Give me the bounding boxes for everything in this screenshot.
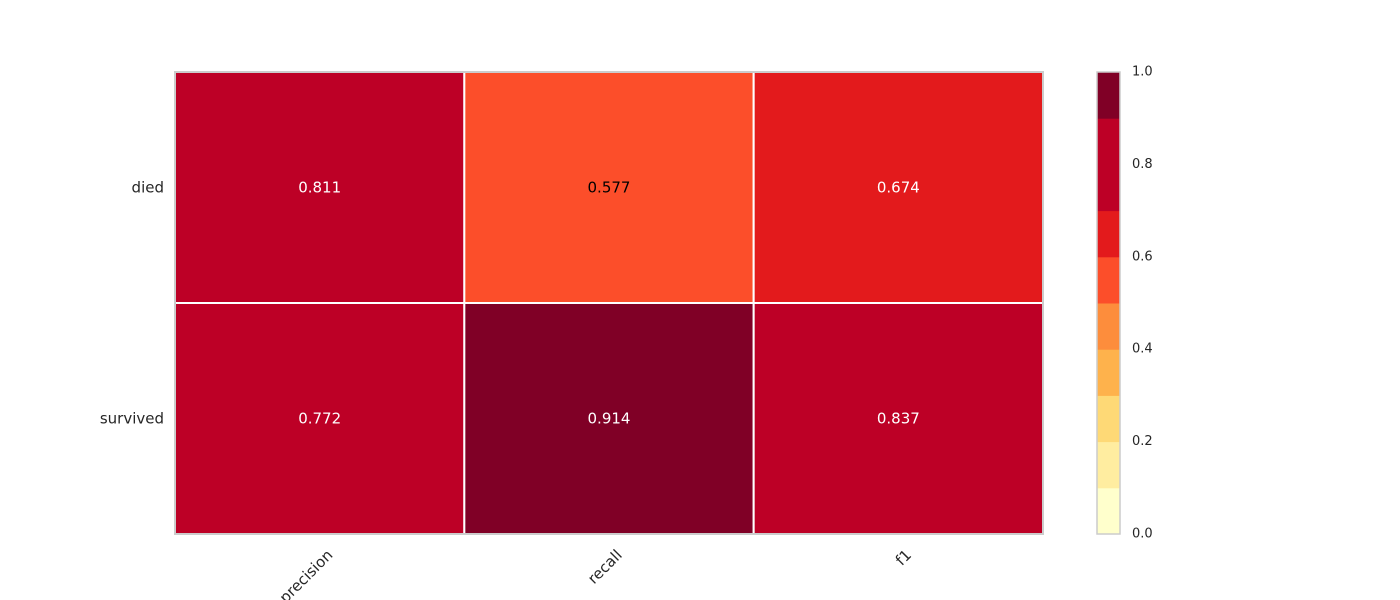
colorbar-segment (1097, 441, 1120, 489)
colorbar-tick-label: 0.2 (1132, 434, 1153, 449)
colorbar-segment (1097, 164, 1120, 212)
colorbar-segment (1097, 210, 1120, 258)
colorbar-segment (1097, 487, 1120, 535)
column-label: f1 (892, 546, 915, 569)
heatmap-cell (463, 71, 755, 304)
cell-value-label: 0.674 (877, 179, 920, 197)
colorbar-segment (1097, 303, 1120, 350)
colorbar-segment (1097, 72, 1120, 119)
cell-value-label: 0.811 (298, 179, 341, 197)
colorbar-tick-label: 1.0 (1132, 65, 1153, 80)
colorbar-tick-label: 0.6 (1132, 249, 1153, 264)
row-label: survived (100, 410, 164, 428)
colorbar-segment (1097, 349, 1120, 396)
heatmap-cell (752, 302, 1045, 535)
cell-value-label: 0.772 (298, 410, 341, 428)
colorbar-tick-label: 0.8 (1132, 157, 1153, 172)
cell-value-label: 0.837 (877, 410, 920, 428)
colorbar-tick-label: 0.4 (1132, 342, 1153, 357)
colorbar-tick-label: 0.0 (1132, 527, 1153, 542)
column-label: precision (276, 546, 337, 600)
heatmap-cell (174, 302, 466, 535)
cell-value-label: 0.914 (588, 410, 631, 428)
heatmap-cell (463, 302, 755, 535)
row-label: died (132, 179, 164, 197)
cell-value-label: 0.577 (588, 179, 631, 197)
heatmap-cell (174, 71, 466, 304)
heatmap-frame (174, 71, 1044, 535)
column-label: recall (584, 546, 626, 588)
colorbar-segment (1097, 118, 1120, 165)
colorbar-segment (1097, 256, 1120, 304)
colorbar-segment (1097, 395, 1120, 443)
colorbar-frame (1096, 71, 1121, 535)
